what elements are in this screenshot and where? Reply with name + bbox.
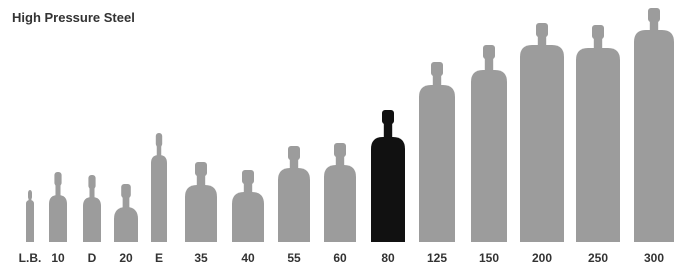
- cylinder: [471, 45, 507, 242]
- cylinder: [185, 162, 217, 242]
- cylinder-body: [185, 185, 217, 242]
- cylinder-body: [151, 155, 167, 242]
- cylinder-valve: [288, 146, 300, 160]
- cylinder-valve: [334, 143, 346, 157]
- cylinder-label: 10: [51, 251, 65, 265]
- cylinder-label: E: [155, 251, 163, 265]
- cylinder-body: [114, 207, 138, 242]
- cylinder-valve: [242, 170, 254, 184]
- cylinder-label: 35: [194, 251, 208, 265]
- cylinder: [49, 172, 67, 242]
- cylinder-body: [324, 165, 356, 242]
- cylinder: [83, 175, 101, 242]
- cylinder-body: [576, 48, 620, 242]
- cylinder-body: [49, 195, 67, 242]
- cylinder-valve: [483, 45, 495, 59]
- cylinder-body: [278, 168, 310, 242]
- cylinder-body: [83, 197, 101, 242]
- cylinder-valve: [121, 184, 131, 198]
- cylinder-body: [232, 192, 264, 242]
- cylinder-label: 200: [532, 251, 552, 265]
- cylinder-valve: [88, 175, 95, 189]
- cylinder-valve: [431, 62, 443, 76]
- cylinder: [576, 25, 620, 242]
- cylinder-valve: [592, 25, 604, 39]
- diagram: High Pressure Steel L.B. 10 D 20 E 35 40 55 60 80…: [0, 0, 675, 268]
- cylinder-body: [471, 70, 507, 242]
- cylinder-label: 300: [644, 251, 664, 265]
- cylinder-valve: [156, 133, 162, 147]
- cylinder-label: 40: [241, 251, 255, 265]
- cylinder-valve: [28, 190, 32, 200]
- cylinder-body: [520, 45, 564, 242]
- cylinder: [324, 143, 356, 242]
- cylinder-label: L.B.: [19, 251, 42, 265]
- cylinder: [232, 170, 264, 242]
- cylinder-label: 250: [588, 251, 608, 265]
- cylinder-label: D: [88, 251, 97, 265]
- cylinder: [114, 184, 138, 242]
- cylinder-valve: [536, 23, 548, 37]
- cylinder-valve: [382, 110, 394, 124]
- cylinder-label: 60: [333, 251, 347, 265]
- cylinder: [419, 62, 455, 242]
- cylinder-body: [419, 85, 455, 242]
- cylinder: [151, 133, 167, 242]
- cylinder-body: [634, 30, 674, 242]
- cylinder: [520, 23, 564, 242]
- cylinder-valve: [648, 8, 660, 22]
- cylinder-body: [26, 200, 34, 242]
- cylinder-valve: [195, 162, 207, 176]
- cylinder-label: 80: [381, 251, 395, 265]
- cylinder-label: 150: [479, 251, 499, 265]
- cylinder-valve: [54, 172, 61, 186]
- cylinder: [278, 146, 310, 242]
- cylinder-body: [371, 137, 405, 242]
- title: High Pressure Steel: [12, 10, 135, 25]
- cylinder: [26, 190, 34, 242]
- cylinder: [371, 110, 405, 242]
- cylinder-label: 55: [287, 251, 301, 265]
- cylinder-label: 125: [427, 251, 447, 265]
- cylinder: [634, 8, 674, 242]
- cylinder-label: 20: [119, 251, 133, 265]
